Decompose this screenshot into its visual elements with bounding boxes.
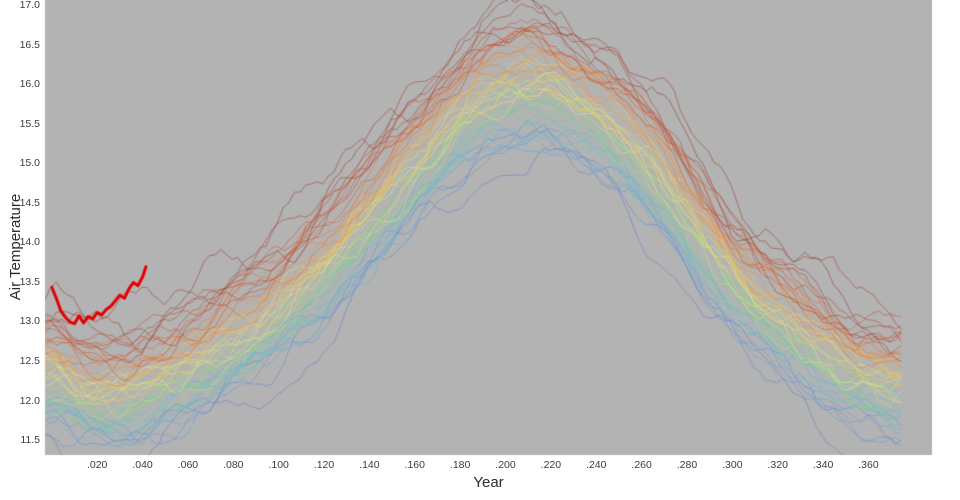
x-tick-label: .040: [132, 459, 153, 471]
y-tick-label: 15.0: [19, 157, 40, 170]
x-tick-label: .360: [858, 459, 879, 471]
y-tick-label: 11.5: [20, 434, 40, 447]
x-tick-label: .120: [313, 459, 335, 471]
y-tick-label: 14.0: [19, 236, 40, 249]
x-tick-label: .140: [359, 459, 380, 471]
x-tick-label: .300: [722, 459, 743, 471]
x-tick-label: .320: [767, 459, 788, 471]
y-tick-label: 13.5: [19, 275, 40, 288]
y-tick-label: 15.5: [19, 117, 40, 130]
y-tick-label: 12.0: [19, 394, 40, 407]
x-tick-label: .020: [86, 459, 108, 471]
x-tick-label: .340: [812, 459, 834, 471]
y-tick-label: 16.5: [19, 38, 40, 51]
x-tick-label: .280: [676, 459, 698, 471]
x-tick-label: .100: [268, 459, 289, 471]
y-tick-label: 17.0: [19, 0, 40, 11]
x-tick-label: .080: [223, 459, 244, 471]
x-tick-label: .260: [631, 459, 652, 471]
x-tick-label: .160: [404, 459, 425, 471]
x-axis-tick-labels: .020 .040 .060 .080 .100 .120 .140 .160 .180 .200…: [0, 459, 960, 473]
y-tick-label: 14.5: [19, 196, 40, 209]
y-tick-label: 16.0: [19, 78, 40, 91]
x-tick-label: .180: [449, 459, 471, 471]
x-tick-label: .060: [177, 459, 199, 471]
x-tick-label: .240: [586, 459, 607, 471]
x-tick-label: .220: [540, 459, 562, 471]
y-tick-label: 12.5: [19, 355, 40, 368]
x-tick-label: .200: [495, 459, 516, 471]
y-axis-tick-labels: 11.5 12.0 12.5 13.0 13.5 14.0 14.5 15.0 15.5 16.0…: [0, 0, 44, 460]
x-axis-title: Year: [473, 474, 504, 491]
y-tick-label: 13.0: [19, 315, 40, 328]
